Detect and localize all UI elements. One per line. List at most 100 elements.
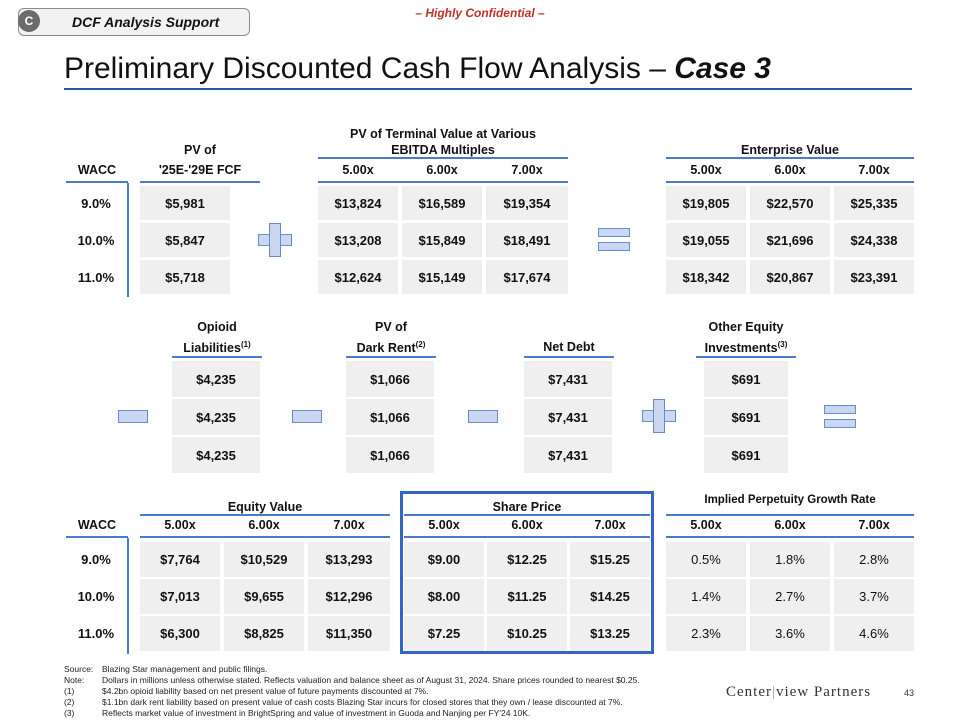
share-price-cell: $12.25: [487, 542, 567, 577]
top-wacc-label: 11.0%: [77, 270, 115, 285]
footnote-text: Dollars in millions unless otherwise sta…: [102, 675, 640, 685]
dark-rent-cell: $1,066: [346, 437, 434, 473]
dark-rent-header-line2: Dark Rent(2): [356, 340, 426, 356]
section-tab-label: DCF Analysis Support: [72, 14, 220, 30]
net-debt-header: Net Debt: [543, 340, 595, 354]
footnote-key: (1): [64, 686, 75, 696]
share-price-cell: $8.00: [404, 579, 484, 614]
bottom-wacc-label: 9.0%: [81, 552, 111, 567]
share-price-cell: $13.25: [570, 616, 650, 651]
ev-cell: $18,342: [666, 260, 746, 294]
footnote-text: Blazing Star management and public filin…: [102, 664, 268, 674]
tv-header-line1: PV of Terminal Value at Various: [350, 127, 536, 141]
tv-cell: $15,849: [402, 223, 482, 257]
growth-cell: 2.7%: [750, 579, 830, 614]
share-price-cell: $14.25: [570, 579, 650, 614]
opioid-header-line1: Opioid: [197, 320, 237, 334]
equity-cell: $13,293: [308, 542, 390, 577]
opioid-cell: $4,235: [172, 437, 260, 473]
growth-cell: 3.7%: [834, 579, 914, 614]
equity-cell: $10,529: [224, 542, 304, 577]
tv-cell: $19,354: [486, 186, 568, 220]
tv-multiple-header: 6.00x: [426, 163, 458, 177]
net-debt-rule: [524, 356, 614, 358]
plus-operator-icon: [258, 223, 292, 257]
equity-cell: $9,655: [224, 579, 304, 614]
section-tab: [18, 8, 250, 36]
growth-cell: 1.8%: [750, 542, 830, 577]
share-rule: [404, 536, 650, 538]
tv-rule: [318, 181, 568, 183]
growth-rule: [666, 536, 914, 538]
footnote-key: Note:: [64, 675, 85, 685]
dark-rent-cell: $1,066: [346, 361, 434, 397]
equity-cell: $6,300: [140, 616, 220, 651]
footnote-text: $1.1bn dark rent liability based on pres…: [102, 697, 623, 707]
dark-rent-rule: [346, 356, 436, 358]
footnote-text: Reflects market value of investment in B…: [102, 708, 531, 718]
opioid-cell: $4,235: [172, 399, 260, 435]
equity-cell: $11,350: [308, 616, 390, 651]
share-price-cell: $7.25: [404, 616, 484, 651]
share-header-rule: [404, 514, 650, 516]
other-equity-header-line1: Other Equity: [708, 320, 784, 334]
pv-fcf-header-line2: '25E-'29E FCF: [158, 163, 242, 177]
opioid-rule: [172, 356, 262, 358]
share-price-highlight-box: [400, 491, 654, 654]
equity-cell: $7,764: [140, 542, 220, 577]
top-wacc-label: 10.0%: [77, 233, 115, 248]
page-number: 43: [904, 688, 915, 698]
net-debt-cell: $7,431: [524, 437, 612, 473]
equity-cell: $8,825: [224, 616, 304, 651]
growth-multiple-header: 5.00x: [690, 518, 722, 532]
ev-rule: [666, 181, 914, 183]
growth-cell: 4.6%: [834, 616, 914, 651]
opioid-cell: $4,235: [172, 361, 260, 397]
other-equity-header-line2: Investments(3): [704, 340, 788, 356]
ev-cell: $19,055: [666, 223, 746, 257]
tv-cell: $12,624: [318, 260, 398, 294]
top-wacc-rule: [66, 181, 128, 183]
ev-multiple-header: 7.00x: [858, 163, 890, 177]
share-price-cell: $11.25: [487, 579, 567, 614]
tv-cell: $15,149: [402, 260, 482, 294]
pv-fcf-cell: $5,718: [140, 260, 230, 294]
share-multiple-header: 5.00x: [428, 518, 460, 532]
ev-header-rule: [666, 157, 914, 159]
share-price-cell: $15.25: [570, 542, 650, 577]
pv-fcf-cell: $5,981: [140, 186, 230, 220]
growth-cell: 3.6%: [750, 616, 830, 651]
section-letter-badge: C: [18, 10, 40, 32]
tv-multiple-header: 7.00x: [511, 163, 543, 177]
confidential-notice: – Highly Confidential –: [415, 6, 545, 20]
growth-cell: 1.4%: [666, 579, 746, 614]
equity-cell: $7,013: [140, 579, 220, 614]
equity-multiple-header: 5.00x: [164, 518, 196, 532]
dark-rent-cell: $1,066: [346, 399, 434, 435]
title-underline: [64, 88, 912, 90]
footnote-key: Source:: [64, 664, 94, 674]
growth-rate-header: Implied Perpetuity Growth Rate: [704, 494, 876, 506]
equity-multiple-header: 6.00x: [248, 518, 280, 532]
pv-fcf-rule: [140, 181, 260, 183]
ev-cell: $21,696: [750, 223, 830, 257]
top-wacc-divider: [127, 183, 129, 297]
ev-cell: $19,805: [666, 186, 746, 220]
tv-header-line2: EBITDA Multiples: [391, 143, 495, 157]
equity-rule: [140, 536, 390, 538]
other-equity-rule: [696, 356, 796, 358]
ev-header: Enterprise Value: [741, 143, 839, 157]
ev-cell: $23,391: [834, 260, 914, 294]
minus-operator-icon: [468, 410, 498, 423]
share-multiple-header: 7.00x: [594, 518, 626, 532]
equals-operator-icon: [598, 228, 630, 252]
ev-cell: $25,335: [834, 186, 914, 220]
growth-multiple-header: 6.00x: [774, 518, 806, 532]
other-equity-cell: $691: [704, 399, 788, 435]
equity-cell: $12,296: [308, 579, 390, 614]
growth-header-rule: [666, 514, 914, 516]
growth-cell: 2.8%: [834, 542, 914, 577]
equals-operator-icon: [824, 405, 856, 429]
ev-cell: $20,867: [750, 260, 830, 294]
dark-rent-header-line1: PV of: [375, 320, 407, 334]
